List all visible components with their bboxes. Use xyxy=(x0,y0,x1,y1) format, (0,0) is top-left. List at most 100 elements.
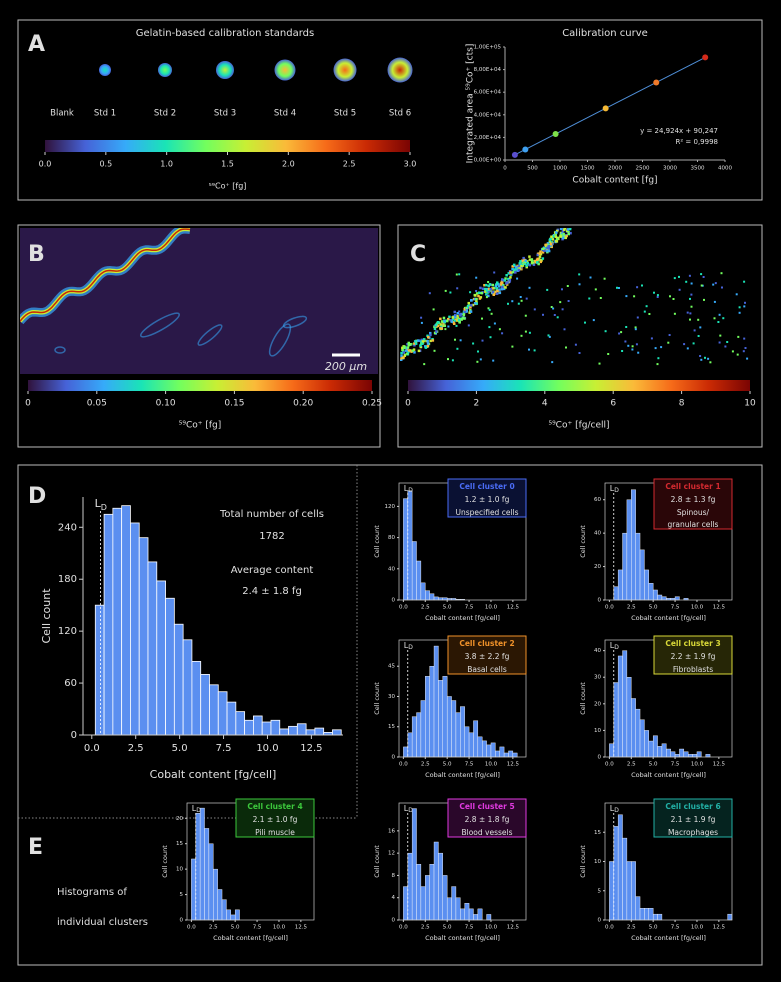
pixel xyxy=(566,229,569,232)
bar xyxy=(455,897,461,921)
y-tick-label: 10 xyxy=(176,867,183,873)
pixel xyxy=(437,321,440,324)
y-tick-label: 0 xyxy=(598,918,602,924)
pixel xyxy=(546,242,550,245)
y-tick-label: 16 xyxy=(388,828,395,834)
y-tick-label: 240 xyxy=(58,522,77,533)
bar xyxy=(613,682,619,758)
pixel xyxy=(454,314,457,317)
bar xyxy=(407,490,413,601)
pixel xyxy=(713,317,716,320)
pixel xyxy=(636,316,639,319)
pixel xyxy=(567,300,570,302)
ld-main: L xyxy=(404,804,409,813)
bar xyxy=(425,590,430,601)
y-tick-label: 2,00E+04 xyxy=(474,135,502,141)
x-tick-label: 2.5 xyxy=(128,743,144,754)
pixel xyxy=(411,349,414,352)
bar xyxy=(661,596,667,601)
x-tick-label: 10.0 xyxy=(273,924,286,930)
bar xyxy=(512,752,518,758)
pixel xyxy=(744,347,747,349)
bar xyxy=(416,864,422,921)
x-tick-label: 2.5 xyxy=(421,924,430,930)
y-tick-label: 20 xyxy=(594,564,601,570)
cluster-description: Blood vessels xyxy=(461,828,512,837)
cluster-description: Fibroblasts xyxy=(673,665,713,674)
pixel xyxy=(547,249,550,252)
pixel xyxy=(501,281,504,285)
bar xyxy=(244,719,254,736)
bar xyxy=(213,868,218,921)
tissue-band xyxy=(20,228,191,322)
bar xyxy=(332,729,342,736)
pixel xyxy=(519,296,522,298)
pixel xyxy=(697,335,700,337)
pixel xyxy=(562,236,565,240)
y-tick-label: 80 xyxy=(388,535,395,541)
cluster-mean: 3.8 ± 2.2 fg xyxy=(465,652,510,661)
ld-sub: D xyxy=(614,644,619,651)
pixel xyxy=(459,313,462,316)
pixel xyxy=(505,282,508,285)
bar xyxy=(622,650,628,758)
pixel xyxy=(560,232,564,235)
pixel xyxy=(551,242,554,246)
pixel xyxy=(559,235,562,238)
pixel xyxy=(686,311,689,314)
detection-limit-label: LD xyxy=(404,641,413,651)
pixel xyxy=(467,324,470,327)
pixel xyxy=(520,299,523,302)
bar xyxy=(429,593,435,601)
image-b xyxy=(20,228,378,374)
ld-main: L xyxy=(95,497,102,510)
pixel xyxy=(444,289,447,292)
pixel xyxy=(514,268,517,271)
pixel xyxy=(465,309,468,312)
x-tick-label: 0.0 xyxy=(605,761,614,767)
pixel xyxy=(446,319,449,323)
x-tick-label: 5.0 xyxy=(443,761,452,767)
pixel xyxy=(541,257,545,260)
cluster-description: Unspecified cells xyxy=(455,508,518,517)
pixel xyxy=(561,230,565,233)
pixel xyxy=(451,359,454,362)
pixel xyxy=(494,290,498,293)
pixel xyxy=(451,316,454,319)
pixel xyxy=(555,231,558,234)
pixel xyxy=(435,330,438,333)
pixel xyxy=(643,310,646,313)
pixel xyxy=(707,357,710,360)
cluster-title: Cell cluster 1 xyxy=(665,482,720,491)
pixel xyxy=(547,245,551,248)
x-tick-label: 10.0 xyxy=(691,604,704,610)
pixel xyxy=(565,346,567,349)
pixel xyxy=(412,348,416,351)
pixel xyxy=(538,255,542,258)
pixel xyxy=(475,290,478,292)
pixel xyxy=(553,314,556,316)
colorbar-tick-label: 8 xyxy=(679,399,685,409)
pixel xyxy=(693,329,696,332)
pixel xyxy=(498,288,501,291)
bar xyxy=(411,541,417,601)
pixel xyxy=(414,340,417,343)
standard-label: Std 3 xyxy=(214,109,236,119)
pixel xyxy=(521,262,524,265)
summary-text: 2.4 ± 1.8 fg xyxy=(242,586,302,597)
pixel xyxy=(456,316,459,319)
x-tick-label: 0.0 xyxy=(399,604,408,610)
bar xyxy=(235,711,246,736)
bar xyxy=(121,505,131,736)
pixel xyxy=(524,330,527,333)
y-axis-label: Cell count xyxy=(579,845,587,878)
pixel xyxy=(624,340,627,343)
pixel xyxy=(656,296,659,298)
cluster-box xyxy=(447,798,527,838)
pixel xyxy=(648,313,651,315)
y-tick-label: 40 xyxy=(388,566,395,572)
image-b-content xyxy=(20,228,308,357)
pixel xyxy=(604,330,607,333)
pixel xyxy=(532,263,536,266)
pixel xyxy=(616,286,618,289)
